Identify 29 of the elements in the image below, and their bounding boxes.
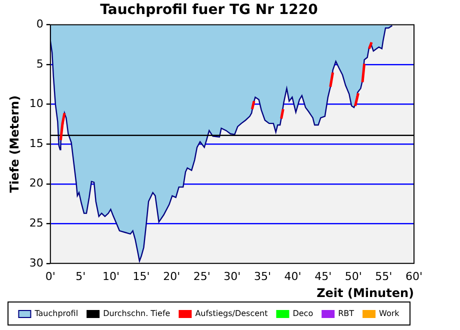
x-tick-label: 25' xyxy=(193,270,210,283)
y-axis-title: Tiefe (Metern) xyxy=(7,95,22,193)
x-tick-label: 5' xyxy=(76,270,86,283)
x-axis-title: Zeit (Minuten) xyxy=(316,286,414,300)
legend-label: Tauchprofil xyxy=(34,309,78,318)
legend-label: Work xyxy=(379,309,400,318)
legend-label: Deco xyxy=(292,309,314,318)
chart-title: Tauchprofil fuer TG Nr 1220 xyxy=(100,2,318,18)
x-tick-label: 0' xyxy=(45,270,56,283)
y-tick-label: 5 xyxy=(36,57,44,70)
x-tick-label: 60' xyxy=(405,270,423,283)
legend-label: RBT xyxy=(338,309,354,318)
y-tick-label: 10 xyxy=(29,97,44,110)
x-tick-label: 30' xyxy=(224,270,241,283)
x-tick-label: 40' xyxy=(284,270,302,283)
x-tick-label: 35' xyxy=(254,270,272,283)
y-tick-label: 0 xyxy=(36,18,44,31)
x-tick-label: 50' xyxy=(344,270,362,283)
x-tick-label: 10' xyxy=(102,270,120,283)
y-tick-label: 30 xyxy=(29,256,44,270)
y-tick-label: 20 xyxy=(29,176,44,190)
y-tick-label: 15 xyxy=(29,136,44,150)
y-tick-label: 25 xyxy=(29,216,44,230)
x-tick-label: 20' xyxy=(163,270,180,283)
x-tick-label: 15' xyxy=(132,270,150,283)
x-tick-label: 55' xyxy=(375,270,392,283)
x-tick-label: 45' xyxy=(314,270,332,283)
legend-label: Durchschn. Tiefe xyxy=(103,309,170,318)
legend-label: Aufstiegs/Descent xyxy=(195,309,268,318)
